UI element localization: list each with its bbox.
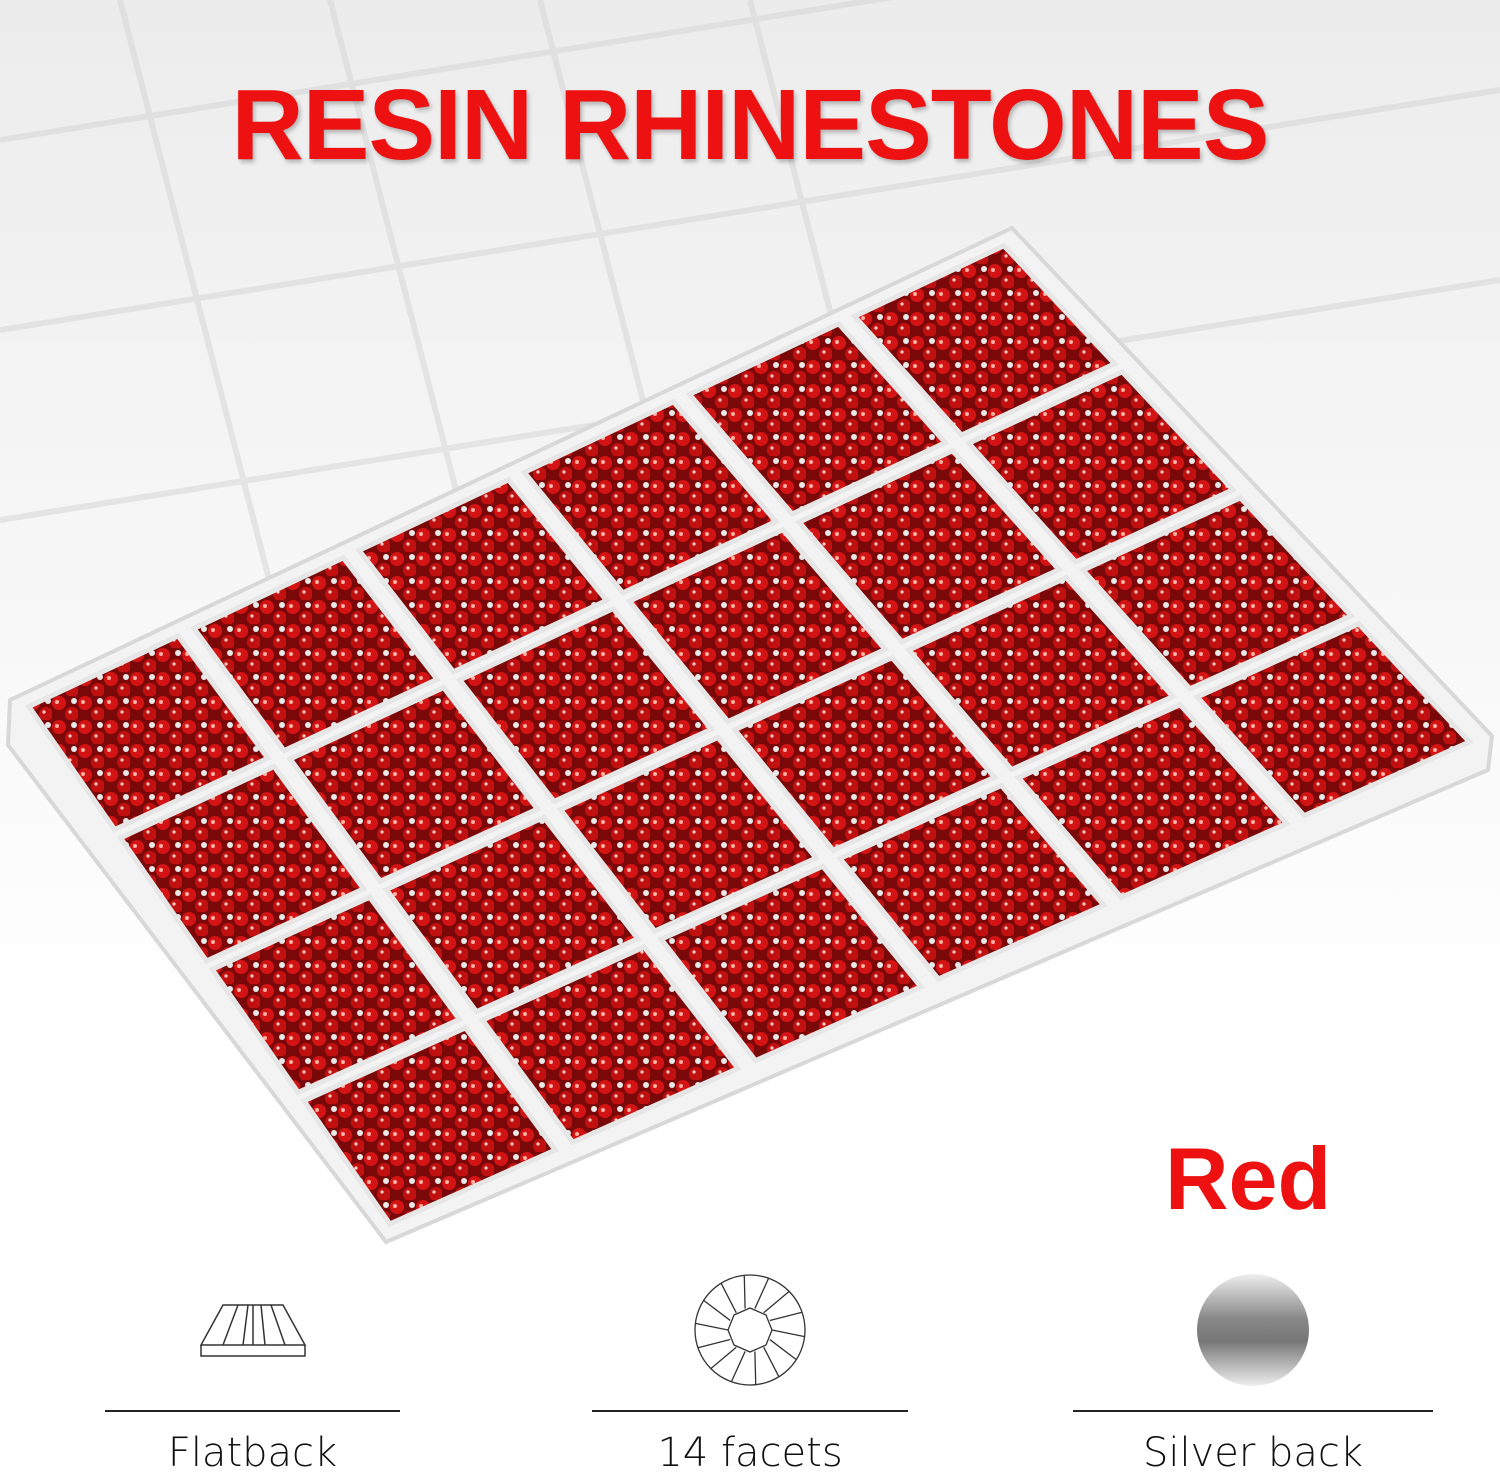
tray-compartment (1014, 701, 1291, 901)
feature-silver-back: Silver back (1073, 1270, 1433, 1476)
tray-compartment (625, 526, 890, 725)
tray-compartment (355, 476, 611, 675)
silver-back-icon (1073, 1270, 1433, 1390)
tray-compartment (25, 632, 272, 833)
tray-compartment (795, 447, 1064, 645)
feature-label: Silver back (1142, 1430, 1364, 1476)
facets-icon (592, 1270, 908, 1390)
tray-compartment (730, 654, 999, 854)
tray-compartment (850, 242, 1119, 439)
tray-compartment (556, 734, 821, 935)
tray-compartment (964, 368, 1238, 565)
flatback-icon (105, 1270, 400, 1390)
tray-compartment (835, 782, 1108, 983)
tray-compartment (1078, 494, 1356, 692)
tray-compartment (1193, 620, 1474, 819)
tray-compartment (300, 1024, 559, 1227)
tray-compartment (685, 320, 950, 518)
tray-compartment (286, 684, 542, 885)
tray-compartment (190, 554, 442, 754)
tray-compartment (455, 605, 716, 805)
feature-flatback: Flatback (105, 1270, 400, 1476)
tray-compartment (478, 943, 742, 1146)
tray-compartment (520, 398, 780, 596)
tray-compartment (208, 894, 464, 1096)
tray-compartment (904, 574, 1177, 773)
product-title: RESIN RHINESTONES (231, 69, 1270, 181)
feature-label: Flatback (167, 1430, 338, 1476)
feature-label: 14 facets (657, 1430, 843, 1476)
tray-compartment (116, 763, 368, 965)
feature-facets: 14 facets (592, 1270, 908, 1476)
color-name: Red (1165, 1129, 1332, 1228)
tray-compartment (657, 863, 925, 1064)
tray-compartment (382, 814, 642, 1015)
